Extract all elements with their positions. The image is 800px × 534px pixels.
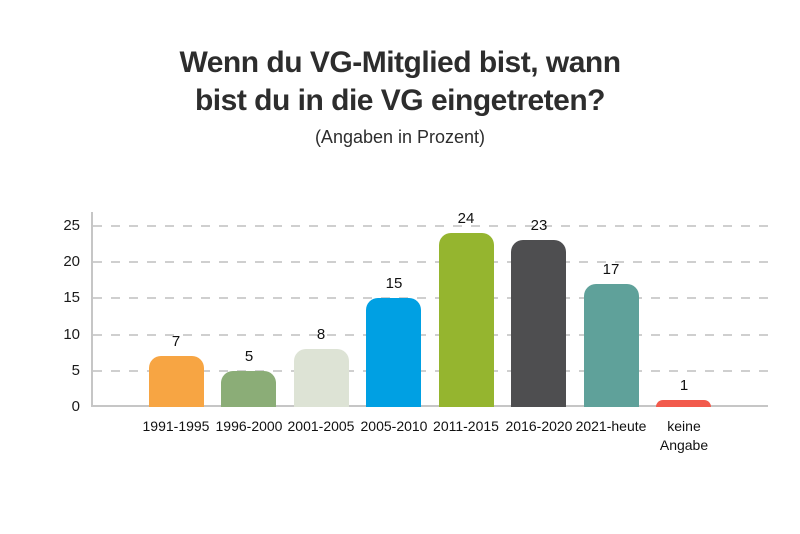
bar-keine-angabe [656, 400, 711, 407]
bar-1996-2000 [221, 371, 276, 407]
bar-value-label: 8 [316, 326, 326, 343]
bar-2011-2015 [439, 233, 494, 407]
y-tick-label-20: 20 [63, 253, 80, 270]
x-axis-label: 2021-heute [575, 418, 647, 434]
y-tick-label-10: 10 [63, 326, 80, 343]
bar-2005-2010 [366, 298, 421, 407]
bar-value-label: 24 [457, 210, 475, 227]
chart-title-line-2: bist du in die VG eingetreten? [194, 84, 606, 117]
x-axis-label: 2001-2005 [287, 418, 355, 434]
gridline-5 [93, 370, 768, 372]
gridline-15 [93, 297, 768, 299]
x-axis-label: 2016-2020 [505, 418, 573, 434]
y-tick-label-5: 5 [71, 362, 80, 379]
x-axis-label: 2005-2010 [360, 418, 428, 434]
x-axis-line [91, 405, 768, 407]
y-axis-line [91, 212, 93, 407]
bar-value-label: 17 [602, 261, 620, 278]
gridline-20 [93, 261, 768, 263]
bar-value-label: 1 [679, 377, 689, 394]
y-tick-label-0: 0 [71, 398, 80, 415]
bar-2021-heute [584, 284, 639, 407]
bar-value-label: 23 [530, 217, 548, 234]
x-axis-label: keine Angabe [659, 418, 709, 453]
gridline-25 [93, 225, 768, 227]
x-axis-label: 1996-2000 [215, 418, 283, 434]
bar-1991-1995 [149, 356, 204, 407]
chart-header: Wenn du VG-Mitglied bist, wann bist du i… [0, 44, 800, 148]
x-axis-label: 2011-2015 [433, 418, 499, 434]
chart-subtitle: (Angaben in Prozent) [314, 127, 486, 147]
bar-value-label: 15 [385, 275, 403, 292]
bar-2001-2005 [294, 349, 349, 407]
bar-value-label: 7 [171, 333, 181, 350]
gridline-10 [93, 334, 768, 336]
y-tick-label-25: 25 [63, 217, 80, 234]
x-axis-label: 1991-1995 [142, 418, 210, 434]
bar-value-label: 5 [244, 348, 254, 365]
y-tick-label-15: 15 [63, 289, 80, 306]
bar-2016-2020 [511, 240, 566, 407]
chart-title-line-1: Wenn du VG-Mitglied bist, wann [179, 46, 621, 79]
